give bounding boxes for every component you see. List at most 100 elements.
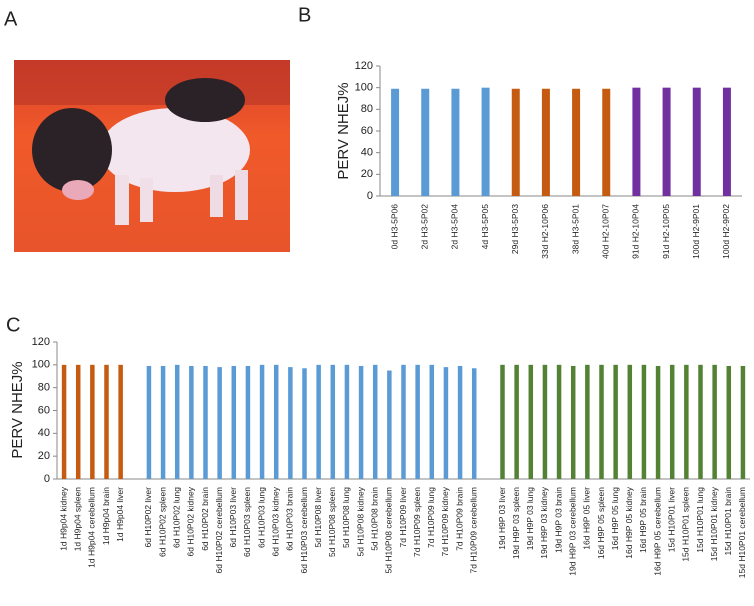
y-tick-label: 120 — [32, 336, 50, 348]
x-tick-label: 19d H9P 03 cerebellum — [567, 487, 577, 576]
y-tick-label: 100 — [355, 82, 373, 94]
bar — [90, 364, 95, 479]
x-tick-label: 6d H10P03 spleen — [242, 487, 252, 557]
x-tick-label: 7d H10P09 liver — [398, 487, 408, 548]
panel-label: A — [4, 8, 18, 30]
bar — [358, 365, 364, 479]
bar — [528, 364, 534, 479]
bar — [429, 364, 435, 479]
x-tick-label: 6d H10P02 kidney — [186, 486, 196, 556]
y-tick-label: 80 — [38, 382, 50, 394]
x-tick-label: 6d H10P03 cerebellum — [299, 487, 309, 573]
x-tick-label: 6d H10P02 brain — [200, 487, 210, 551]
x-tick-label: 6d H10P02 lung — [171, 487, 181, 548]
bar — [481, 87, 490, 196]
panel-label: B — [298, 4, 311, 26]
bar — [189, 365, 194, 479]
bar — [302, 368, 307, 479]
x-tick-label: 6d H10P02 cerebellum — [214, 487, 224, 573]
x-tick-label: 100d H2-9P01 — [691, 204, 701, 259]
bar — [231, 365, 237, 479]
bar — [401, 364, 406, 479]
x-tick-label: 7d H10P09 spleen — [412, 487, 422, 557]
bar — [118, 364, 123, 479]
bar — [443, 367, 449, 479]
bar — [570, 365, 576, 479]
bar — [669, 364, 675, 479]
bar — [572, 88, 581, 196]
bar — [146, 365, 152, 479]
bar — [61, 364, 67, 479]
x-tick-label: 1d H9p04 brain — [101, 487, 111, 545]
bar — [160, 365, 166, 479]
bar — [613, 364, 618, 479]
bar — [627, 364, 633, 479]
bar — [245, 365, 251, 479]
x-tick-label: 7d H10P09 lung — [426, 487, 436, 548]
x-tick-label: 16d H9P 05 brain — [638, 487, 648, 553]
x-tick-label: 1d H9p04 spleen — [72, 487, 82, 552]
bar — [556, 364, 562, 479]
x-tick-label: 19d H9P 03 liver — [497, 487, 507, 550]
x-tick-label: 4d H3-5P05 — [480, 204, 490, 250]
y-tick-label: 100 — [32, 359, 50, 371]
y-axis-title: PERV NHEJ% — [335, 82, 352, 179]
x-tick-label: 5d H10P08 cerebellum — [384, 487, 394, 573]
bar — [641, 364, 647, 479]
bar — [500, 364, 505, 479]
bar — [662, 87, 671, 196]
x-tick-label: 5d H10P08 brain — [369, 487, 379, 551]
bar — [330, 364, 336, 479]
x-tick-label: 0d H3-5P06 — [389, 204, 399, 250]
y-tick-label: 80 — [361, 103, 373, 115]
x-tick-label: 1d H9p04 cerebellum — [87, 487, 97, 568]
x-tick-label: 38d H3-5P01 — [570, 204, 580, 254]
photo — [14, 60, 290, 252]
bar — [372, 364, 378, 479]
x-tick-label: 5d H10P08 kidney — [355, 486, 365, 556]
x-tick-label: 19d H9P 03 brain — [553, 487, 563, 553]
bar — [451, 88, 460, 196]
x-tick-label: 100d H2-9P02 — [721, 204, 731, 259]
bar — [684, 364, 689, 479]
y-tick-label: 120 — [355, 60, 373, 72]
x-tick-label: 1d H9p04 kidney — [58, 486, 68, 551]
y-tick-label: 40 — [361, 147, 373, 159]
bar — [415, 364, 420, 479]
x-tick-label: 7d H10P09 cerebellum — [468, 487, 478, 573]
x-tick-label: 15d H10P01 cerebellum — [737, 487, 747, 578]
x-tick-label: 15d H10P01 kidney — [709, 486, 719, 561]
x-tick-label: 6d H10P02 spleen — [157, 487, 167, 557]
y-tick-label: 60 — [38, 404, 50, 416]
bar — [387, 370, 392, 479]
x-tick-label: 15d H10P01 lung — [695, 487, 705, 553]
bar — [273, 364, 279, 479]
x-tick-label: 6d H10P03 lung — [256, 487, 266, 548]
bar — [740, 365, 746, 479]
bar — [514, 364, 519, 479]
x-tick-label: 6d H10P03 kidney — [270, 486, 280, 556]
x-tick-label: 16d H9P 05 lung — [610, 487, 620, 550]
bar — [726, 365, 732, 479]
bar — [316, 364, 321, 479]
x-tick-label: 16d H9P 05 cerebellum — [652, 487, 662, 576]
panel-label: C — [6, 314, 20, 336]
y-tick-label: 40 — [38, 427, 50, 439]
y-axis-title: PERV NHEJ% — [9, 361, 26, 458]
x-tick-label: 6d H10P03 brain — [285, 487, 295, 551]
x-tick-label: 33d H2-10P06 — [540, 204, 550, 259]
bar — [471, 368, 477, 479]
x-tick-label: 5d H10P08 lung — [341, 487, 351, 548]
x-tick-label: 29d H3-5P03 — [510, 204, 520, 254]
x-tick-label: 16d H9P 05 spleen — [596, 487, 606, 559]
x-tick-label: 2d H3-5P02 — [420, 204, 430, 250]
bar — [655, 365, 661, 479]
x-tick-label: 5d H10P08 spleen — [327, 487, 337, 557]
y-tick-label: 20 — [38, 450, 50, 462]
x-tick-label: 16d H9P 05 kidney — [624, 486, 634, 558]
bar — [174, 364, 180, 479]
x-tick-label: 1d H9p04 liver — [115, 487, 125, 542]
bar — [344, 364, 350, 479]
x-tick-label: 7d H10P09 kidney — [440, 486, 450, 556]
